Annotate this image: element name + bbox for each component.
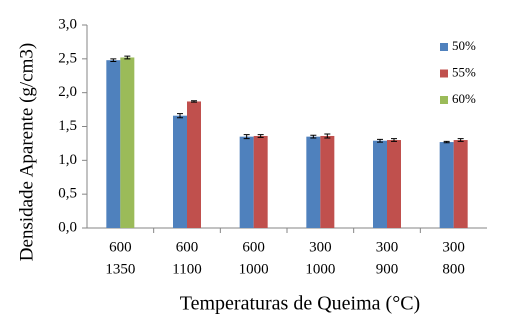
x-tick-label: 600 bbox=[242, 239, 265, 255]
y-tick-label: 2,0 bbox=[58, 84, 77, 100]
y-tick-label: 0,5 bbox=[58, 186, 77, 202]
legend-swatch bbox=[440, 43, 448, 51]
y-tick-label: 1,5 bbox=[58, 118, 77, 134]
y-tick-label: 3,0 bbox=[58, 16, 77, 32]
error-bar bbox=[443, 140, 450, 144]
bar bbox=[439, 142, 454, 228]
x-tick-label: 1100 bbox=[172, 261, 201, 277]
x-tick-label: 800 bbox=[442, 261, 465, 277]
error-bar bbox=[391, 138, 397, 142]
bar bbox=[373, 140, 387, 228]
bar bbox=[320, 135, 335, 228]
bar bbox=[453, 140, 468, 228]
error-bar bbox=[310, 134, 317, 139]
error-bar bbox=[377, 138, 383, 143]
legend-label: 60% bbox=[452, 91, 476, 106]
bar bbox=[120, 57, 135, 229]
bar bbox=[387, 140, 401, 228]
x-tick-label: 300 bbox=[442, 239, 465, 255]
error-bar bbox=[257, 134, 264, 138]
legend-label: 50% bbox=[452, 38, 476, 53]
y-tick-label: 0,0 bbox=[58, 219, 77, 235]
error-bar bbox=[124, 55, 131, 60]
bar bbox=[306, 136, 321, 228]
x-tick-label: 1350 bbox=[105, 261, 135, 277]
y-tick-label: 1,0 bbox=[58, 152, 77, 168]
bar bbox=[253, 135, 268, 228]
x-tick-label: 300 bbox=[376, 239, 399, 255]
bar bbox=[187, 101, 201, 228]
error-bar bbox=[457, 138, 464, 142]
legend-swatch bbox=[440, 96, 448, 104]
bar bbox=[106, 60, 121, 228]
y-tick-label: 2,5 bbox=[58, 50, 77, 66]
x-tick-label: 1000 bbox=[239, 261, 269, 277]
error-bar bbox=[324, 133, 331, 139]
x-axis-title: Temperaturas de Queima (°C) bbox=[180, 293, 420, 315]
y-axis-title: Densidade Aparente (g/cm3) bbox=[16, 43, 37, 261]
error-bar bbox=[110, 58, 117, 63]
bar bbox=[239, 136, 254, 228]
error-bar bbox=[177, 113, 183, 119]
x-tick-label: 600 bbox=[109, 239, 132, 255]
bar bbox=[173, 115, 187, 228]
x-tick-label: 600 bbox=[176, 239, 199, 255]
x-tick-label: 900 bbox=[376, 261, 399, 277]
legend-swatch bbox=[440, 69, 448, 78]
error-bar bbox=[191, 100, 197, 103]
x-tick-label: 1000 bbox=[305, 261, 335, 277]
legend-label: 55% bbox=[452, 64, 476, 79]
error-bar bbox=[243, 134, 250, 140]
x-tick-label: 300 bbox=[309, 239, 332, 255]
